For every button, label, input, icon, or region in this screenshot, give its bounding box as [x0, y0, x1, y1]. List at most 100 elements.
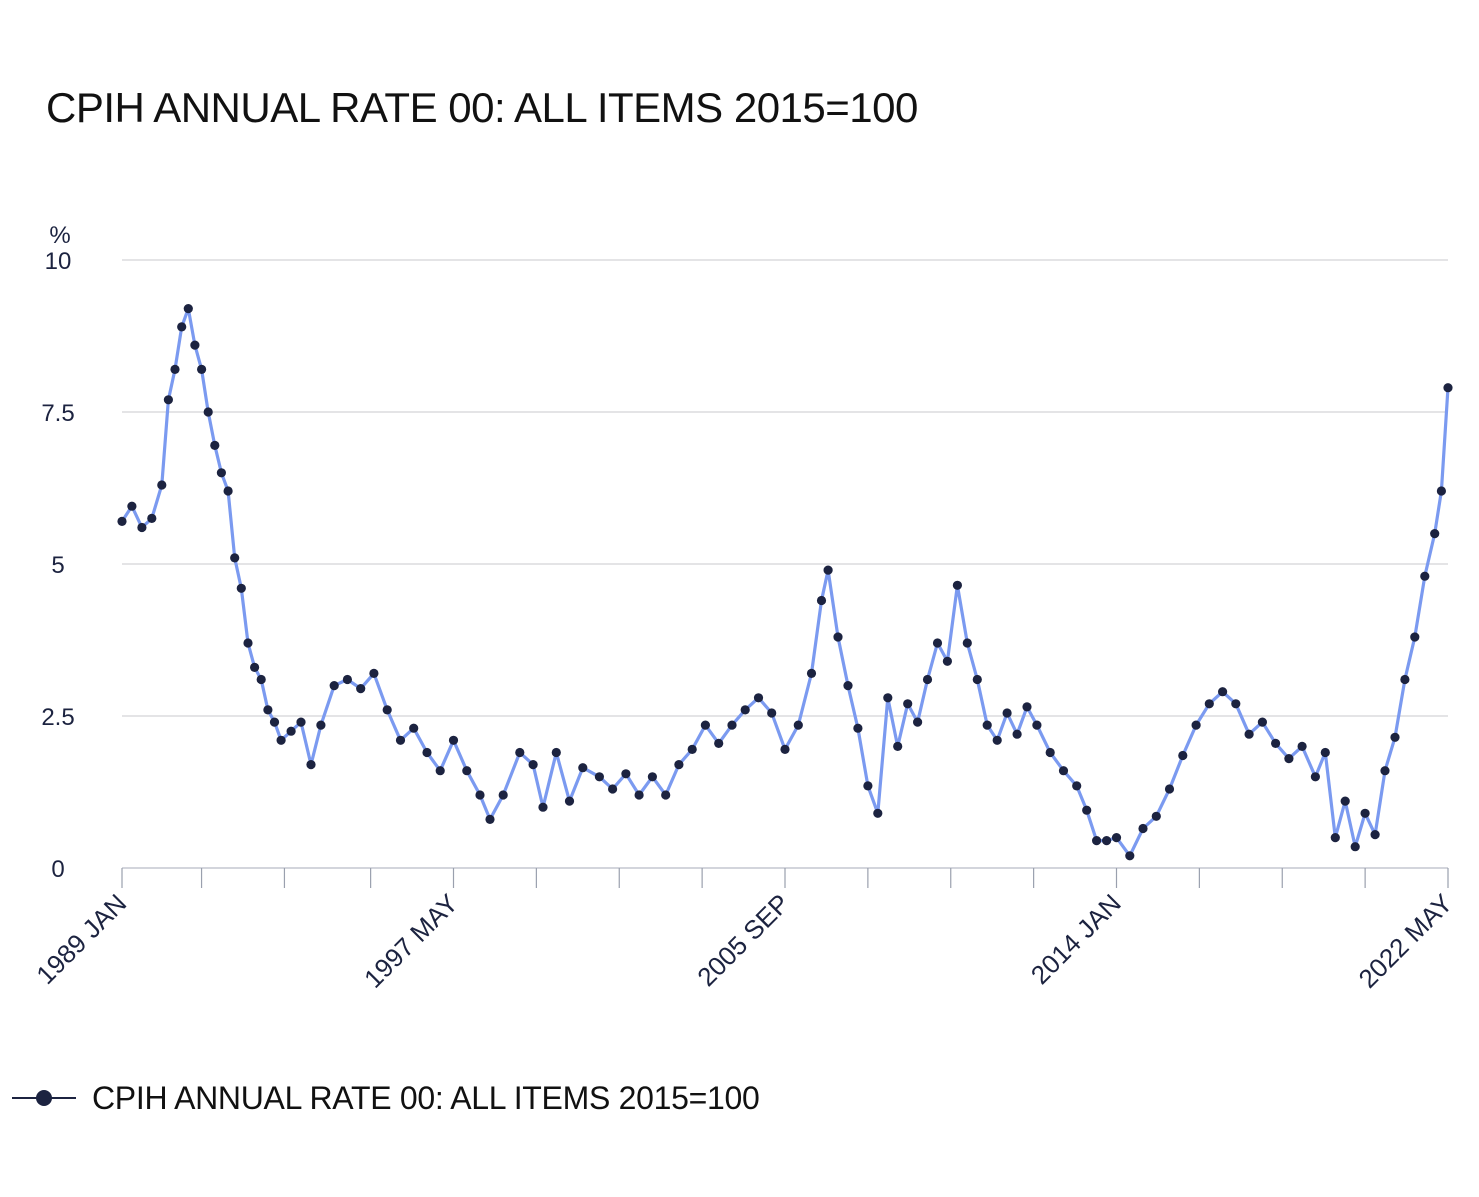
data-point — [1340, 796, 1350, 806]
data-point — [1022, 702, 1032, 712]
data-point — [210, 440, 220, 450]
y-tick-label: 2.5 — [41, 704, 74, 731]
data-point — [170, 364, 180, 374]
data-point — [1360, 808, 1370, 818]
data-point — [1178, 750, 1188, 761]
data-point — [863, 781, 873, 791]
data-point — [714, 738, 724, 749]
data-point — [1430, 529, 1440, 539]
data-point — [793, 720, 803, 730]
data-point — [621, 769, 631, 779]
data-point — [127, 501, 137, 511]
data-point — [448, 735, 459, 745]
data-point — [1443, 383, 1453, 393]
data-point — [932, 638, 943, 648]
x-tick-label: 2022 MAY — [1353, 888, 1459, 994]
series-line — [120, 307, 1450, 858]
data-point — [409, 723, 419, 733]
data-point — [753, 693, 764, 703]
data-point — [286, 726, 296, 736]
data-point — [190, 340, 200, 350]
data-point — [395, 735, 406, 745]
data-point — [1370, 830, 1380, 840]
data-point — [1151, 811, 1161, 821]
y-axis: 0 2.5 5 7.5 10 — [41, 248, 74, 883]
data-point — [1218, 687, 1228, 697]
data-point — [903, 699, 913, 709]
data-point — [329, 681, 339, 691]
data-point — [528, 760, 538, 770]
data-point — [177, 322, 187, 332]
data-point — [147, 513, 157, 524]
data-point — [1420, 571, 1430, 581]
data-point — [216, 468, 226, 478]
data-point — [356, 684, 366, 694]
data-point — [1297, 741, 1307, 752]
x-tick-label: 2014 JAN — [1025, 888, 1127, 990]
data-point — [674, 760, 684, 770]
data-point — [1092, 836, 1102, 846]
data-point — [1125, 851, 1135, 861]
data-point — [816, 595, 827, 606]
data-point — [382, 705, 392, 715]
data-point — [1350, 842, 1360, 852]
x-tick-label: 1997 MAY — [358, 888, 464, 994]
data-point — [1164, 784, 1175, 794]
x-tick-label: 1989 JAN — [30, 888, 132, 990]
data-point — [498, 790, 508, 800]
data-point — [276, 735, 286, 745]
data-point — [1436, 486, 1446, 496]
data-point — [236, 583, 246, 593]
data-point — [1191, 720, 1201, 730]
data-point — [342, 674, 352, 685]
data-point — [223, 486, 233, 496]
data-point — [1204, 699, 1214, 709]
data-point — [647, 772, 658, 782]
data-point — [1320, 747, 1330, 758]
x-axis-tick-labels: 1989 JAN 1997 MAY 2005 SEP 2014 JAN 2022 MAY — [30, 888, 1458, 994]
data-point — [767, 708, 777, 718]
data-point — [369, 668, 379, 679]
data-point — [1012, 729, 1022, 739]
data-point — [578, 763, 588, 773]
data-point — [806, 668, 817, 679]
data-point — [962, 638, 972, 648]
data-point — [538, 802, 548, 812]
data-point — [1111, 833, 1122, 843]
data-point — [1002, 708, 1012, 718]
data-point — [1072, 781, 1082, 791]
data-point — [316, 720, 326, 730]
data-point — [740, 705, 750, 715]
data-point — [942, 656, 953, 666]
y-tick-label: 7.5 — [41, 400, 74, 427]
data-point — [462, 766, 472, 776]
data-point — [435, 766, 445, 776]
data-point — [661, 790, 671, 800]
y-axis-unit-label: % — [49, 222, 70, 249]
data-point — [551, 747, 561, 758]
data-point — [163, 395, 173, 405]
x-axis — [121, 867, 1449, 888]
data-point — [1410, 632, 1420, 642]
data-point — [843, 681, 853, 691]
data-point — [700, 720, 711, 730]
data-point — [117, 516, 127, 527]
data-point — [952, 580, 963, 590]
data-point — [269, 717, 280, 727]
data-point — [833, 632, 843, 642]
data-point — [515, 747, 525, 758]
data-point — [475, 790, 485, 800]
data-point — [1310, 772, 1320, 782]
data-point — [306, 760, 316, 770]
legend: CPIH ANNUAL RATE 00: ALL ITEMS 2015=100 — [12, 1076, 760, 1120]
data-point — [485, 814, 495, 825]
data-point — [263, 705, 273, 715]
data-point — [1032, 720, 1042, 730]
data-point — [780, 744, 790, 755]
data-point — [1257, 717, 1267, 727]
data-point — [982, 720, 992, 730]
data-point — [972, 674, 982, 685]
y-tick-label: 0 — [51, 856, 64, 883]
data-point — [893, 741, 903, 752]
data-point — [1271, 738, 1281, 749]
